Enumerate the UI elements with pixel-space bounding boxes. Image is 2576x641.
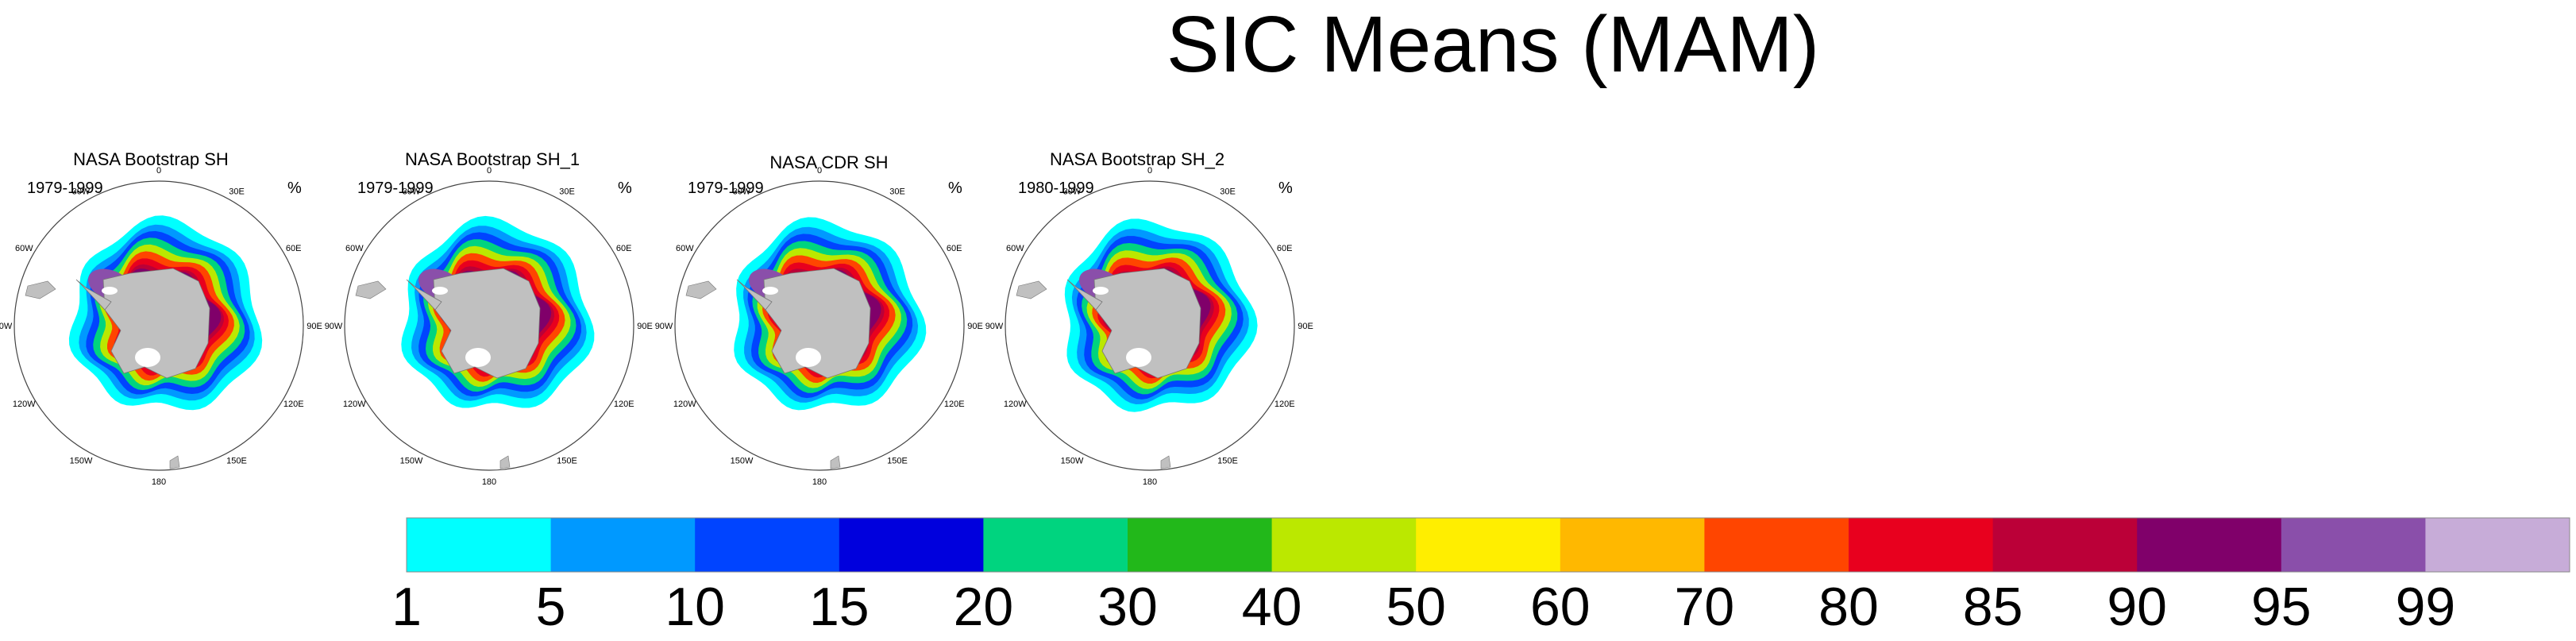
panel-2-unit: % [618,180,632,197]
longitude-label: 60W [345,244,364,253]
longitude-label: 0 [156,166,161,176]
panel-2-title: NASA Bootstrap SH_1 [404,149,580,169]
panel-3-years: 1979-1999 [688,180,764,197]
figure-title: SIC Means (MAM) [1166,0,1820,89]
longitude-label: 90E [307,322,322,331]
longitude-label: 60W [15,244,33,253]
longitude-label: 30W [403,187,421,196]
panel-4-title: NASA Bootstrap SH_2 [1049,149,1225,169]
longitude-label: 150W [731,457,754,466]
longitude-label: 150W [70,457,93,466]
longitude-label: 30E [889,187,905,196]
longitude-label: 60E [947,244,962,253]
longitude-label: 60E [616,244,632,253]
colorbar-tick-label: 40 [1241,577,1302,637]
longitude-label: 150W [1061,457,1084,466]
colorbar-tick-label: 80 [1818,577,1879,637]
colorbar-swatch [1271,518,1417,572]
colorbar-tick-label: 15 [808,577,870,637]
longitude-label: 0 [1147,166,1152,176]
longitude-label: 120E [283,400,304,409]
longitude-label: 0 [487,166,492,176]
colorbar-swatch [1560,518,1705,572]
longitude-label: 90W [985,322,1004,331]
colorbar-tick-label: 95 [2250,577,2312,637]
polar-map-4: 0 30E 60E 90E 120E 150E 180 150W 120W 90W 60W 30W [985,166,1313,487]
polar-map-3: 0 30E 60E 90E 120E 150E 180 150W 120W 90W 60W 30W [655,166,983,487]
longitude-label: 180 [152,477,166,487]
longitude-label: 90W [0,322,13,331]
colorbar-tick-label: 50 [1386,577,1447,637]
colorbar-tick-label: 30 [1097,577,1158,637]
colorbar-swatch [695,518,840,572]
longitude-label: 90W [655,322,673,331]
colorbar-swatch [839,518,984,572]
longitude-label: 120W [673,400,696,409]
panel-3-unit: % [948,180,962,197]
colorbar-tick-label: 90 [2107,577,2168,637]
longitude-label: 90E [637,322,653,331]
longitude-label: 150E [887,457,908,466]
longitude-label: 150E [557,457,577,466]
colorbar-swatch [550,518,696,572]
colorbar-tick-label: 5 [535,577,566,637]
longitude-label: 0 [817,166,822,176]
longitude-label: 180 [482,477,496,487]
longitude-label: 120W [1004,400,1027,409]
colorbar-swatch [2137,518,2282,572]
colorbar-tick-label: 70 [1674,577,1735,637]
colorbar-swatch [1704,518,1849,572]
colorbar-swatch [1849,518,1994,572]
longitude-label: 60E [286,244,302,253]
longitude-label: 30W [733,187,751,196]
longitude-label: 180 [812,477,827,487]
longitude-label: 120W [13,400,36,409]
colorbar-swatch [1128,518,1273,572]
panel-1-years: 1979-1999 [27,180,103,197]
colorbar-tick-label: 20 [953,577,1014,637]
colorbar-tick-label: 85 [1962,577,2023,637]
longitude-label: 120E [944,400,965,409]
colorbar-swatch [1416,518,1561,572]
colorbar-swatch [2281,518,2426,572]
polar-map-2: 0 30E 60E 90E 120E 150E 180 150W 120W 90W 60W 30W [325,166,653,487]
longitude-label: 60W [676,244,694,253]
panel-1-unit: % [287,180,302,197]
panel-4-years: 1980-1999 [1018,180,1094,197]
longitude-label: 30E [1220,187,1236,196]
panel-2-years: 1979-1999 [357,180,434,197]
panel-1-title: NASA Bootstrap SH [73,149,229,169]
longitude-label: 30E [229,187,245,196]
colorbar-tick-label: 10 [665,577,726,637]
colorbar-swatch [1992,518,2138,572]
longitude-label: 150W [400,457,423,466]
longitude-label: 150E [1217,457,1238,466]
longitude-label: 90W [325,322,343,331]
panel-3-title: NASA CDR SH [769,153,889,172]
longitude-label: 180 [1143,477,1157,487]
colorbar-tick-label: 60 [1529,577,1591,637]
longitude-label: 30W [1063,187,1082,196]
longitude-label: 120W [343,400,366,409]
colorbar-swatch [2425,518,2570,572]
longitude-label: 30W [72,187,91,196]
colorbar-swatch [983,518,1128,572]
polar-map-1: 0 30E 60E 90E 120E 150E 180 150W 120W 90W 60W 30W [0,166,322,487]
longitude-label: 90E [967,322,983,331]
longitude-label: 150E [226,457,247,466]
panel-4-unit: % [1278,180,1293,197]
longitude-label: 120E [1275,400,1295,409]
colorbar-tick-label: 1 [391,577,422,637]
longitude-label: 30E [559,187,575,196]
longitude-label: 60E [1277,244,1293,253]
longitude-label: 90E [1298,322,1313,331]
colorbar-tick-label: 99 [2395,577,2456,637]
longitude-label: 60W [1006,244,1024,253]
longitude-label: 120E [614,400,634,409]
colorbar-swatch [407,518,552,572]
